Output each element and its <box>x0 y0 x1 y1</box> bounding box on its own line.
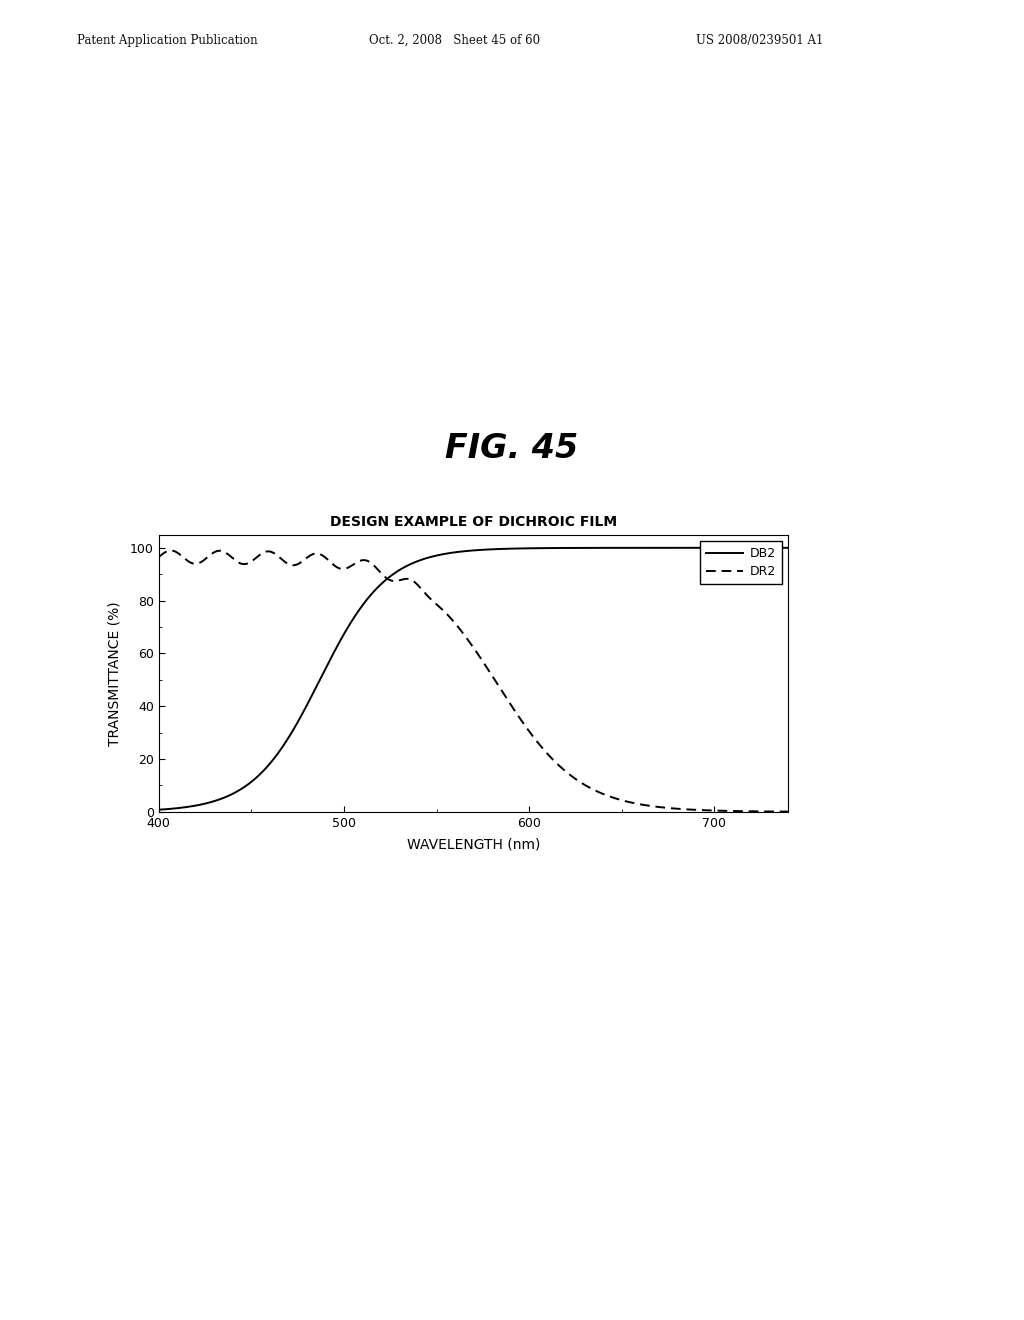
DR2 <box>422 589 434 605</box>
DR2 <box>153 549 165 565</box>
DB2 <box>770 540 782 556</box>
Title: DESIGN EXAMPLE OF DICHROIC FILM: DESIGN EXAMPLE OF DICHROIC FILM <box>330 515 617 529</box>
DB2 <box>782 540 795 556</box>
DR2 <box>770 804 782 820</box>
Text: Oct. 2, 2008   Sheet 45 of 60: Oct. 2, 2008 Sheet 45 of 60 <box>369 33 540 46</box>
Text: US 2008/0239501 A1: US 2008/0239501 A1 <box>696 33 823 46</box>
Text: FIG. 45: FIG. 45 <box>445 432 579 465</box>
DB2 <box>421 550 433 566</box>
DB2 <box>153 801 165 817</box>
Legend: DB2, DR2: DB2, DR2 <box>699 541 782 585</box>
DB2 <box>702 540 715 556</box>
DR2 <box>165 543 177 558</box>
DR2 <box>224 549 237 565</box>
X-axis label: WAVELENGTH (nm): WAVELENGTH (nm) <box>407 838 541 851</box>
DR2 <box>394 572 407 587</box>
Text: Patent Application Publication: Patent Application Publication <box>77 33 257 46</box>
Line: DB2: DB2 <box>159 548 788 809</box>
DB2 <box>394 561 407 577</box>
Line: DR2: DR2 <box>159 550 788 812</box>
DB2 <box>224 787 237 803</box>
Y-axis label: TRANSMITTANCE (%): TRANSMITTANCE (%) <box>108 601 122 746</box>
DB2 <box>262 758 274 774</box>
DR2 <box>262 544 274 560</box>
DR2 <box>782 804 795 820</box>
DR2 <box>702 803 715 818</box>
